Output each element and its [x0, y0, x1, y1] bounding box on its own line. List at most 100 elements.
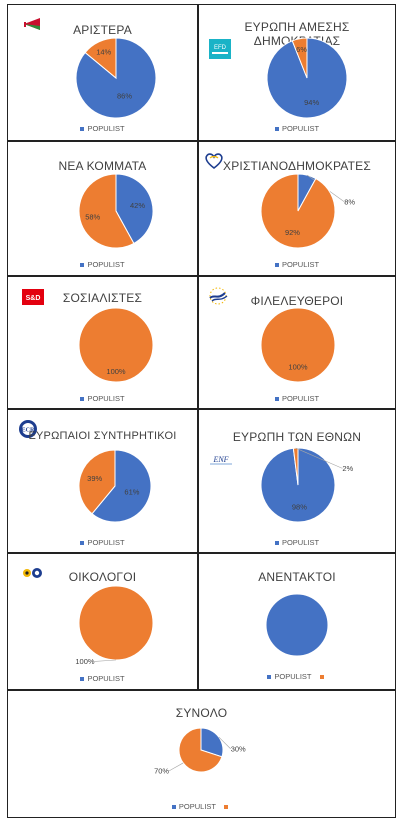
chart-legend: POPULIST: [199, 672, 395, 681]
pie-slice-populist: [115, 173, 154, 245]
legend-dot-icon: [274, 127, 279, 132]
sd-logo: S&D: [22, 289, 44, 310]
data-label: 8%: [344, 197, 355, 206]
legend-dot-icon: [274, 263, 279, 268]
pie-chart: 0%100%: [78, 307, 154, 383]
greens-logo: [22, 566, 44, 584]
chart-legend: POPULIST: [199, 124, 395, 133]
pie-chart: [265, 593, 329, 657]
pie-slice-populist: [91, 449, 152, 523]
legend-dot-icon: [274, 397, 279, 402]
pie-slice-other: [84, 37, 117, 80]
pie-chart: 94% 6%: [266, 37, 348, 119]
chart-title: ΑΝΕΝΤΑΚΤΟΙ: [258, 570, 336, 584]
legend-dot-icon: [267, 675, 272, 680]
legend-dot-icon: [274, 541, 279, 546]
legend-entry-populist: POPULIST: [80, 124, 125, 133]
data-label: 39%: [87, 474, 102, 483]
chart-panel-anentaktoi: ΑΝΕΝΤΑΚΤΟΙ POPULIST: [198, 553, 396, 690]
data-label: 14%: [96, 47, 111, 56]
leader-line: [94, 659, 117, 662]
pie-slice-other: [78, 585, 154, 661]
sd-logo-text: S&D: [26, 295, 41, 302]
efd-logo: EFD: [209, 39, 231, 64]
legend-dot-icon: [171, 805, 176, 810]
data-label: 98%: [292, 503, 307, 512]
legend-dot-icon: [80, 127, 85, 132]
chart-title: ΑΡΙΣΤΕΡΑ: [73, 23, 132, 37]
data-label: 30%: [231, 744, 246, 753]
alde-logo: [205, 287, 231, 310]
pie-slice-other: [78, 173, 135, 249]
data-label: 6%: [296, 45, 307, 54]
legend-dot-icon: [80, 677, 85, 682]
legend-entry-populist: POPULIST: [80, 538, 125, 547]
chart-legend: POPULIST: [8, 802, 395, 811]
ecr-logo: ECR: [18, 419, 38, 444]
legend-entry-populist: POPULIST: [274, 260, 319, 269]
leader-line: [218, 736, 231, 750]
data-label: 100%: [106, 367, 126, 376]
legend-entry-populist: POPULIST: [274, 394, 319, 403]
data-label: 70%: [154, 766, 169, 775]
chart-title: ΝΕΑ ΚΟΜΜΑΤΑ: [58, 159, 147, 173]
pie-chart: 61% 39%: [78, 449, 152, 523]
flag-logo: [22, 16, 42, 37]
pie-slice-other: [78, 307, 154, 383]
data-label: 92%: [285, 228, 300, 237]
data-label: 58%: [85, 212, 100, 221]
chart-title: ΧΡΙΣΤΙΑΝΟΔΗΜΟΚΡΑΤΕΣ: [223, 159, 371, 173]
legend-entry-populist: POPULIST: [274, 538, 319, 547]
legend-dot-icon: [80, 263, 85, 268]
pie-chart: 98% 2%: [260, 447, 354, 523]
efd-logo-text: EFD: [214, 45, 227, 51]
chart-panel-sosialistes: S&D ΣΟΣΙΑΛΙΣΤΕΣ 0%100% POPULIST: [7, 276, 198, 409]
leader-line: [168, 762, 184, 772]
chart-title: ΕΥΡΩΠΑΙΟΙ ΣΥΝΤΗΡΗΤΙΚΟΙ: [28, 430, 177, 442]
chart-title: ΣΥΝΟΛΟ: [175, 706, 228, 720]
legend-entry-populist: POPULIST: [80, 260, 125, 269]
pie-slice-other: [260, 173, 336, 249]
legend-dot-icon: [224, 805, 229, 810]
legend-entry-other: [319, 672, 327, 681]
pie-slice-populist: [265, 593, 329, 657]
chart-legend: POPULIST: [8, 124, 197, 133]
data-label: 94%: [304, 98, 319, 107]
chart-legend: POPULIST: [8, 394, 197, 403]
legend-dot-icon: [80, 541, 85, 546]
enf-logo-text: ENF: [212, 455, 228, 464]
data-label: 86%: [117, 92, 132, 101]
chart-legend: POPULIST: [8, 260, 197, 269]
legend-entry-populist: POPULIST: [274, 124, 319, 133]
chart-panel-fileleftheroi: ΦΙΛΕΛΕΥΘΕΡΟΙ 100% POPULIST: [198, 276, 396, 409]
pie-chart: 100%: [260, 307, 336, 383]
data-label: 2%: [342, 464, 353, 473]
pie-slice-other: [260, 307, 336, 383]
chart-legend: POPULIST: [8, 674, 197, 683]
enf-logo: ENF: [209, 452, 233, 471]
pie-chart: 30% 70%: [154, 727, 246, 775]
chart-title: ΕΥΡΩΠΗ ΤΩΝ ΕΘΝΩΝ: [232, 430, 362, 444]
chart-legend: POPULIST: [199, 260, 395, 269]
chart-panel-oikologoi: ΟΙΚΟΛΟΓΟΙ 0%100% POPULIST: [7, 553, 198, 690]
chart-title: ΣΟΣΙΑΛΙΣΤΕΣ: [62, 291, 143, 305]
chart-title: ΟΙΚΟΛΟΓΟΙ: [68, 570, 137, 584]
pie-slice-populist: [200, 727, 224, 758]
chart-legend: POPULIST: [199, 394, 395, 403]
chart-legend: POPULIST: [8, 538, 197, 547]
leader-line: [295, 447, 343, 469]
legend-entry-populist: POPULIST: [267, 672, 312, 681]
chart-title: ΦΙΛΕΛΕΥΘΕΡΟΙ: [250, 294, 344, 308]
chart-panel-aristera: ΑΡΙΣΤΕΡΑ 86% 14% POPULIST: [7, 4, 198, 141]
chart-panel-evropi-ton-ethnon: ENF ΕΥΡΩΠΗ ΤΩΝ ΕΘΝΩΝ 98% 2% POPULIST: [198, 409, 396, 553]
pie-chart: 42% 58%: [78, 173, 154, 249]
pie-chart: 86% 14%: [75, 37, 157, 119]
legend-entry-populist: POPULIST: [171, 802, 216, 811]
chart-legend: POPULIST: [199, 538, 395, 547]
chart-panel-synolo: ΣΥΝΟΛΟ 30% 70% POPULIST: [7, 690, 396, 818]
epp-heart-logo: [204, 152, 224, 175]
legend-entry-other: [224, 802, 231, 811]
data-label: 100%: [75, 657, 95, 666]
legend-dot-icon: [319, 675, 324, 680]
chart-panel-xristianodimokrates: ΧΡΙΣΤΙΑΝΟΔΗΜΟΚΡΑΤΕΣ 8% 92% POPULIST: [198, 141, 396, 276]
